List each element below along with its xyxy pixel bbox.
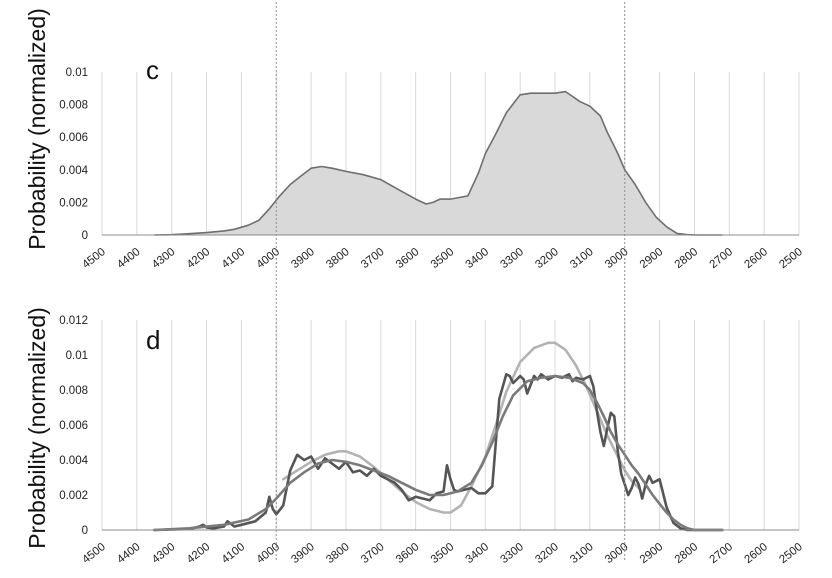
panel-d-y-tick-label: 0.004 — [59, 455, 88, 467]
panel-d-y-tick-label: 0.006 — [59, 420, 88, 432]
panel-d-x-tick-label: 4200 — [185, 541, 213, 566]
panel-d-x-tick-label: 3000 — [603, 541, 631, 566]
panel-c-y-tick-label: 0.002 — [59, 197, 88, 209]
panel-d-x-tick-label: 4000 — [255, 541, 283, 566]
panel-c-x-tick-label: 4200 — [185, 246, 213, 271]
panel-c-y-tick-label: 0.01 — [66, 67, 88, 79]
panel-c-x-tick-label: 3800 — [324, 246, 352, 271]
panel-c-x-tick-label: 3300 — [498, 246, 526, 271]
panel-c-x-tick-label: 4400 — [115, 246, 143, 271]
panel-c-x-tick-label: 4500 — [80, 246, 108, 271]
panel-d-x-tick-label: 3300 — [498, 541, 526, 566]
panel-d-x-tick-label: 3900 — [289, 541, 317, 566]
panel-d-x-tick-label: 4500 — [80, 541, 108, 566]
panel-c-label: c — [146, 55, 159, 85]
panel-c-x-tick-label: 3700 — [359, 246, 387, 271]
panel-c-x-tick-label: 4000 — [255, 246, 283, 271]
panel-d-x-tick-label: 4100 — [220, 541, 248, 566]
panel-d-series-2-line — [153, 373, 724, 532]
panel-d-series-1-line — [281, 341, 640, 514]
panel-d-x-tick-label: 2800 — [673, 541, 701, 566]
panel-c-x-tick-label: 3100 — [568, 246, 596, 271]
panel-d-x-tick-label: 3500 — [429, 541, 457, 566]
panel-d-x-tick-label: 2500 — [777, 541, 805, 566]
panel-d-x-tick-label: 2600 — [742, 541, 770, 566]
panel-c-area-fill — [154, 91, 723, 235]
panel-c-x-tick-label: 3500 — [429, 246, 457, 271]
panel-d-gridlines — [101, 320, 800, 530]
panel-d-x-tick-label: 2700 — [708, 541, 736, 566]
panel-c-x-tick-label: 3400 — [464, 246, 492, 271]
panel-c-x-tick-label: 4100 — [220, 246, 248, 271]
panel-c-x-tick-label: 4300 — [150, 246, 178, 271]
panel-d: Probability (normalized) d 4500 4400 4300 4… — [24, 250, 805, 566]
panel-d-label: d — [146, 325, 160, 355]
panel-c-x-tick-label: 3200 — [533, 246, 561, 271]
panel-d-x-tick-label: 2900 — [638, 541, 666, 566]
panel-d-y-tick-label: 0 — [82, 525, 88, 537]
panel-c-x-tick-label: 2700 — [708, 246, 736, 271]
panel-c-x-tick-label: 2800 — [673, 246, 701, 271]
panel-d-y-tick-label: 0.008 — [59, 385, 88, 397]
panel-d-x-tick-label: 3700 — [359, 541, 387, 566]
panel-d-y-axis-label: Probability (normalized) — [24, 307, 50, 549]
panel-d-x-tick-label: 3200 — [533, 541, 561, 566]
panel-d-x-tick-label: 3100 — [568, 541, 596, 566]
panel-c-x-tick-label: 2500 — [777, 246, 805, 271]
panel-c-y-axis-label: Probability (normalized) — [24, 8, 50, 250]
panel-d-x-tick-label: 3600 — [394, 541, 422, 566]
panel-c-x-tick-label: 3000 — [603, 246, 631, 271]
panel-d-y-tick-label: 0.002 — [59, 490, 88, 502]
panel-c: Probability (normalized) c 4500 4400 4300 4… — [24, 2, 805, 271]
panel-d-y-tick-label: 0.012 — [59, 315, 88, 327]
panel-d-series-3-line — [153, 374, 724, 532]
panel-c-y-tick-label: 0 — [82, 230, 88, 242]
panel-d-x-tick-label: 4400 — [115, 541, 143, 566]
panel-c-x-tick-label: 3600 — [394, 246, 422, 271]
panel-c-y-tick-label: 0.008 — [59, 100, 88, 112]
panel-d-x-tick-label: 3400 — [464, 541, 492, 566]
panel-c-area-line — [154, 90, 723, 236]
panel-c-y-tick-label: 0.006 — [59, 132, 88, 144]
panel-d-y-tick-label: 0.01 — [66, 350, 88, 362]
panel-c-x-tick-label: 2600 — [742, 246, 770, 271]
panel-d-x-tick-label: 3800 — [324, 541, 352, 566]
panel-c-x-tick-label: 2900 — [638, 246, 666, 271]
panel-c-x-tick-label: 3900 — [289, 246, 317, 271]
panel-d-x-tick-label: 4300 — [150, 541, 178, 566]
panel-c-y-tick-label: 0.004 — [59, 165, 88, 177]
